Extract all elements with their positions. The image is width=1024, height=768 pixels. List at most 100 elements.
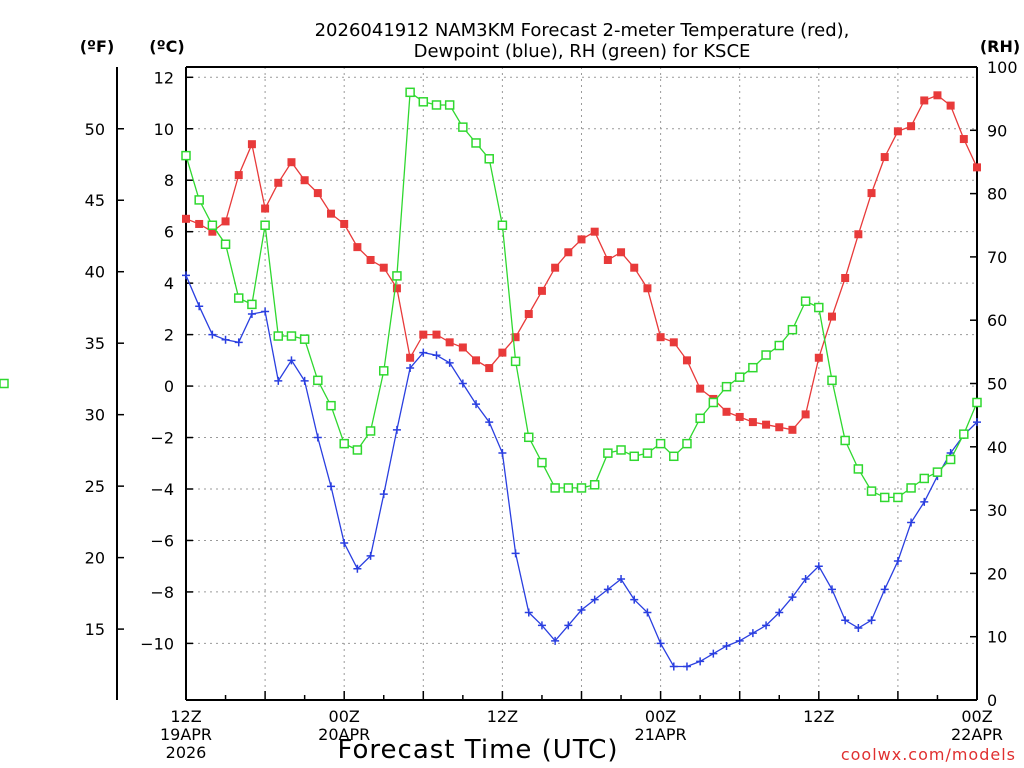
data-point-marker (510, 356, 521, 367)
data-point-marker (445, 338, 454, 347)
data-point-marker (616, 445, 626, 455)
rh-unit-label: (RH) (980, 37, 1020, 56)
data-point-marker (221, 335, 230, 344)
celsius-tick-label: −2 (150, 429, 174, 448)
series-line (185, 91, 978, 499)
celsius-tick-label: 12 (154, 68, 174, 87)
data-point-marker (630, 263, 639, 272)
rh-tick-label: 50 (987, 375, 1007, 394)
data-point-marker (854, 623, 863, 632)
data-point-marker (932, 467, 943, 477)
data-point-marker (629, 451, 639, 462)
celsius-tick-label: −6 (150, 531, 174, 550)
source-credit: coolwx.com/models (841, 745, 1016, 764)
data-point-marker (524, 310, 533, 319)
data-point-marker (472, 356, 481, 365)
data-point-marker (247, 299, 257, 310)
x-tick-label: 12Z (170, 707, 201, 726)
data-point-marker (365, 426, 376, 436)
data-point-marker (564, 621, 573, 630)
data-point-marker (220, 239, 231, 249)
data-point-marker (748, 418, 757, 427)
data-point-marker (655, 438, 666, 449)
data-point-marker (880, 585, 889, 594)
data-point-marker (920, 96, 929, 105)
data-point-marker (708, 397, 719, 408)
data-point-marker (946, 101, 955, 110)
data-point-marker (537, 286, 546, 295)
data-point-marker (801, 410, 810, 419)
rh-tick-label: 20 (987, 564, 1007, 583)
celsius-tick-label: 2 (164, 326, 174, 345)
data-point-marker (841, 274, 850, 282)
celsius-tick-label: 4 (164, 274, 174, 293)
data-point-marker (669, 338, 678, 347)
data-point-marker (392, 284, 401, 293)
celsius-tick-label: 8 (164, 171, 174, 190)
fahrenheit-tick-label: 45 (85, 191, 105, 210)
data-point-marker (498, 348, 507, 357)
fahrenheit-tick-label: 35 (85, 334, 105, 353)
data-point-marker (564, 248, 573, 257)
data-point-marker (669, 662, 678, 671)
data-point-marker (208, 330, 217, 339)
data-point-marker (959, 429, 969, 439)
data-point-marker (827, 312, 836, 321)
data-point-marker (261, 204, 270, 213)
data-point-marker (696, 657, 705, 666)
data-point-marker (563, 483, 574, 493)
data-point-marker (221, 217, 230, 226)
celsius-tick-label: −10 (140, 634, 174, 653)
data-point-marker (814, 562, 823, 571)
data-point-marker (366, 255, 375, 264)
data-point-marker (233, 293, 244, 303)
x-tick-label: 2026 (166, 743, 207, 762)
fahrenheit-tick-label: 30 (85, 406, 105, 425)
data-point-marker (787, 324, 798, 335)
data-point-marker (853, 464, 864, 474)
data-point-marker (814, 353, 823, 362)
rh-tick-label: 90 (987, 121, 1007, 140)
data-point-marker (682, 356, 691, 365)
data-point-marker (617, 248, 626, 257)
data-point-marker (866, 486, 877, 496)
data-point-marker (287, 356, 296, 365)
data-point-marker (392, 271, 402, 281)
data-point-marker (287, 158, 296, 167)
data-point-marker (696, 384, 705, 393)
data-point-marker (300, 176, 309, 185)
data-point-marker (589, 480, 600, 490)
data-point-marker (801, 575, 810, 584)
rh-tick-label: 10 (987, 628, 1007, 647)
data-point-marker (551, 263, 560, 272)
data-point-marker (511, 549, 520, 558)
data-point-marker (195, 219, 204, 228)
data-point-marker (879, 492, 890, 503)
fahrenheit-unit-label: (ºF) (80, 37, 115, 56)
data-point-marker (392, 425, 401, 434)
data-point-marker (788, 425, 797, 434)
data-point-marker (709, 649, 718, 658)
data-point-marker (907, 518, 916, 527)
data-point-marker (762, 420, 771, 429)
data-point-marker (340, 539, 349, 548)
x-tick-label: 20APR (318, 725, 370, 744)
data-point-marker (485, 364, 494, 373)
data-point-marker (497, 220, 508, 230)
data-point-marker (682, 662, 691, 671)
data-point-marker (234, 338, 243, 347)
data-point-marker (722, 407, 731, 416)
data-point-marker (445, 358, 454, 367)
data-point-marker (431, 100, 442, 110)
celsius-tick-label: 0 (164, 377, 174, 396)
chart-axes (116, 66, 978, 701)
data-point-marker (906, 483, 916, 493)
data-point-marker (775, 608, 784, 617)
celsius-unit-label: (ºC) (149, 37, 184, 56)
chart-title-line2: Dewpoint (blue), RH (green) for KSCE (414, 41, 751, 62)
x-tick-label: 00Z (329, 707, 360, 726)
data-point-marker (550, 483, 560, 493)
data-point-marker (656, 333, 665, 342)
data-point-marker (841, 616, 850, 625)
data-point-marker (919, 473, 930, 484)
